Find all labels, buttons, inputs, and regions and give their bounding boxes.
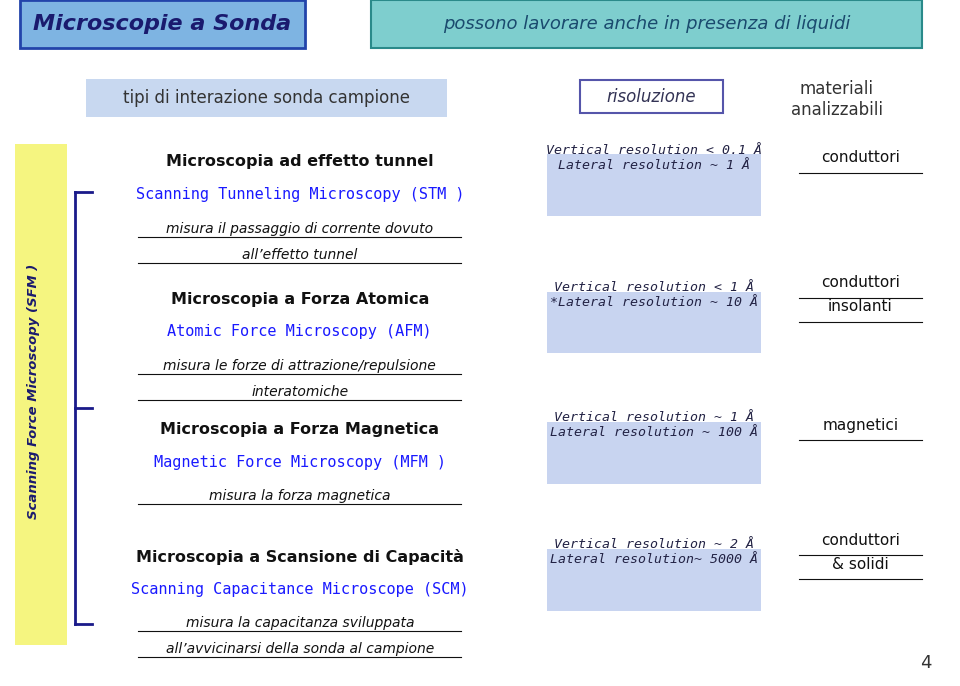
Text: Magnetic Force Microscopy (MFM ): Magnetic Force Microscopy (MFM ) [154,455,445,470]
Text: Microscopia ad effetto tunnel: Microscopia ad effetto tunnel [166,154,434,169]
Text: insolanti: insolanti [828,300,893,314]
Text: Microscopia a Forza Atomica: Microscopia a Forza Atomica [171,292,429,307]
FancyBboxPatch shape [547,292,760,353]
FancyBboxPatch shape [580,80,723,113]
FancyBboxPatch shape [371,0,922,48]
Text: possono lavorare anche in presenza di liquidi: possono lavorare anche in presenza di li… [443,15,851,33]
Text: Scanning Tunneling Microscopy (STM ): Scanning Tunneling Microscopy (STM ) [135,187,464,202]
Text: risoluzione: risoluzione [607,88,696,106]
Text: Vertical resolution ~ 2 Å
Lateral resolution~ 5000 Å: Vertical resolution ~ 2 Å Lateral resolu… [550,539,757,566]
Text: Vertical resolution < 0.1 Å
Lateral resolution ~ 1 Å: Vertical resolution < 0.1 Å Lateral reso… [545,144,761,172]
Text: all’avvicinarsi della sonda al campione: all’avvicinarsi della sonda al campione [166,642,434,656]
FancyBboxPatch shape [14,144,67,645]
Text: misura il passaggio di corrente dovuto
all’effetto tunnel: misura il passaggio di corrente dovuto a… [0,685,1,686]
Text: magnetici: magnetici [822,418,899,433]
Text: conduttori: conduttori [821,150,900,165]
Text: Microscopia a Forza Magnetica: Microscopia a Forza Magnetica [160,422,440,437]
Text: Microscopia a Scansione di Capacità: Microscopia a Scansione di Capacità [135,549,464,565]
Text: conduttori: conduttori [821,276,900,290]
Text: conduttori: conduttori [821,533,900,547]
Text: Microscopie a Sonda: Microscopie a Sonda [33,14,291,34]
FancyBboxPatch shape [547,422,760,484]
Text: 4: 4 [920,654,931,672]
Text: interatomiche: interatomiche [252,385,348,399]
Text: Scanning Capacitance Microscope (SCM): Scanning Capacitance Microscope (SCM) [131,582,468,597]
FancyBboxPatch shape [86,79,447,117]
Text: misura le forze di attrazione/repulsione
interatomiche: misura le forze di attrazione/repulsione… [0,685,1,686]
Text: misura le forze di attrazione/repulsione: misura le forze di attrazione/repulsione [163,359,436,372]
FancyBboxPatch shape [19,0,304,48]
Text: Vertical resolution < 1 Å
*Lateral resolution ~ 10 Å: Vertical resolution < 1 Å *Lateral resol… [550,281,757,309]
FancyBboxPatch shape [547,549,760,611]
Text: misura il passaggio di corrente dovuto: misura il passaggio di corrente dovuto [166,222,433,235]
Text: misura la capacitanza sviluppata: misura la capacitanza sviluppata [185,616,414,630]
Text: & solidi: & solidi [832,557,889,571]
Text: misura la forza magnetica: misura la forza magnetica [0,685,1,686]
Text: Atomic Force Microscopy (AFM): Atomic Force Microscopy (AFM) [167,324,432,340]
FancyBboxPatch shape [547,154,760,216]
Text: misura la capacitanza sviluppata
all’avvicinarsi della sonda al campione: misura la capacitanza sviluppata all’avv… [0,685,1,686]
Text: Scanning Force Microscopy (SFM ): Scanning Force Microscopy (SFM ) [27,263,40,519]
Text: all’effetto tunnel: all’effetto tunnel [242,248,357,261]
Text: materiali
analizzabili: materiali analizzabili [790,80,882,119]
Text: Vertical resolution ~ 1 Å
Lateral resolution ~ 100 Å: Vertical resolution ~ 1 Å Lateral resolu… [550,412,757,439]
Text: tipi di interazione sonda campione: tipi di interazione sonda campione [123,88,410,107]
Text: misura la forza magnetica: misura la forza magnetica [209,489,391,503]
